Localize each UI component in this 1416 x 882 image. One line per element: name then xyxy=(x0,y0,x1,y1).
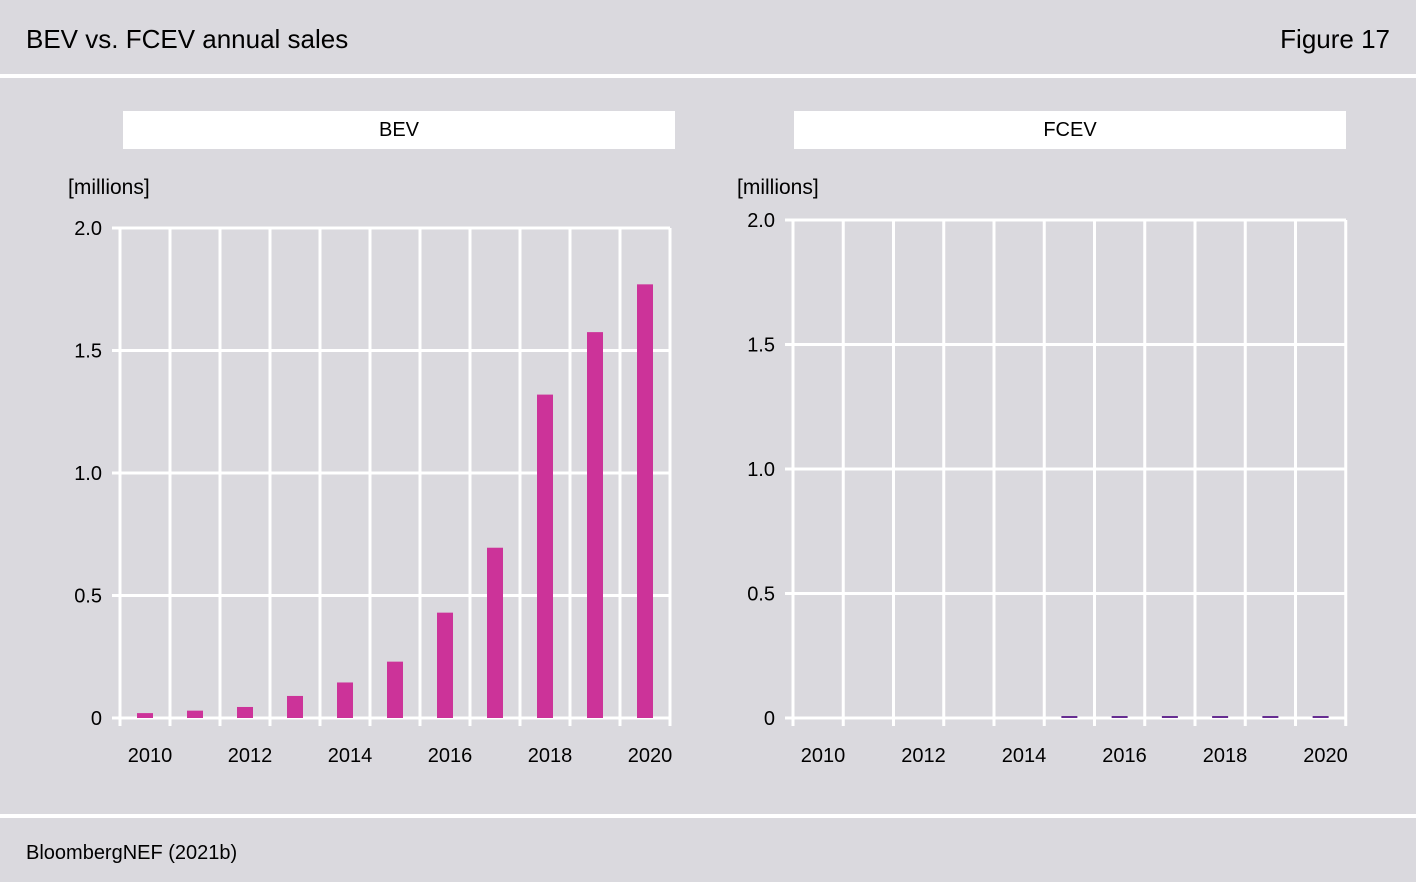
bev-xtick-label: 2010 xyxy=(128,745,173,767)
fcev-xtick-label: 2012 xyxy=(901,745,946,767)
fcev-bar-2016 xyxy=(1111,716,1128,718)
bev-bar-2016 xyxy=(437,612,453,718)
bev-xtick-label: 2018 xyxy=(528,745,573,767)
fcev-xtick-label: 2018 xyxy=(1203,745,1248,767)
bev-bar-2012 xyxy=(237,706,253,718)
bev-ytick-label: 2.0 xyxy=(74,218,102,240)
bev-bar-2011 xyxy=(187,710,203,718)
bev-xtick-label: 2016 xyxy=(428,745,473,767)
bev-bar-2020 xyxy=(637,284,653,718)
fcev-ytick-label: 2.0 xyxy=(747,210,775,232)
fcev-bar-2017 xyxy=(1161,716,1178,718)
bev-ytick-label: 0 xyxy=(91,708,102,730)
figure-title: BEV vs. FCEV annual sales xyxy=(26,24,349,54)
footer-divider xyxy=(0,814,1416,818)
fcev-panel-title: FCEV xyxy=(794,111,1346,149)
fcev-ytick-label: 1.5 xyxy=(747,335,775,357)
figure-header: BEV vs. FCEV annual sales Figure 17 xyxy=(0,0,1416,74)
bev-xtick-label: 2012 xyxy=(228,745,273,767)
figure-number: Figure 17 xyxy=(1280,24,1390,54)
bev-ytick-label: 1.0 xyxy=(74,463,102,485)
fcev-xtick-label: 2010 xyxy=(801,745,846,767)
fcev-bar-2019 xyxy=(1262,716,1279,718)
bev-xtick-label: 2014 xyxy=(328,745,373,767)
bev-bar-2013 xyxy=(287,695,303,718)
fcev-bar-2018 xyxy=(1212,716,1229,718)
bev-bar-2010 xyxy=(137,713,153,718)
fcev-xtick-label: 2016 xyxy=(1102,745,1147,767)
bev-xtick-label: 2020 xyxy=(628,745,673,767)
bev-ytick-label: 1.5 xyxy=(74,341,102,363)
bev-bar-2014 xyxy=(337,682,353,718)
fcev-bar-2020 xyxy=(1312,716,1329,718)
source-note: BloombergNEF (2021b) xyxy=(26,842,238,864)
fcev-ytick-label: 0.5 xyxy=(747,584,775,606)
bev-ytick-label: 0.5 xyxy=(74,586,102,608)
fcev-chart: 0 0.5 1.0 1.5 2.0 2010 2012 2014 2016 2018 2020 xyxy=(747,210,1348,767)
fcev-unit-label: [millions] xyxy=(737,176,819,199)
fcev-xtick-label: 2020 xyxy=(1303,745,1348,767)
bev-bar-2018 xyxy=(537,394,553,718)
fcev-ytick-label: 1.0 xyxy=(747,459,775,481)
bev-bar-2015 xyxy=(387,661,403,718)
fcev-bar-2015 xyxy=(1061,716,1078,718)
bev-chart: 0 0.5 1.0 1.5 2.0 2010 2012 2014 2016 2018 2020 xyxy=(74,218,673,767)
bev-panel-title: BEV xyxy=(123,111,675,149)
header-divider xyxy=(0,74,1416,78)
bev-bar-2017 xyxy=(487,547,503,718)
bev-bar-2019 xyxy=(587,332,603,718)
bev-unit-label: [millions] xyxy=(68,176,150,199)
fcev-ytick-label: 0 xyxy=(764,708,775,730)
fcev-xtick-label: 2014 xyxy=(1002,745,1047,767)
